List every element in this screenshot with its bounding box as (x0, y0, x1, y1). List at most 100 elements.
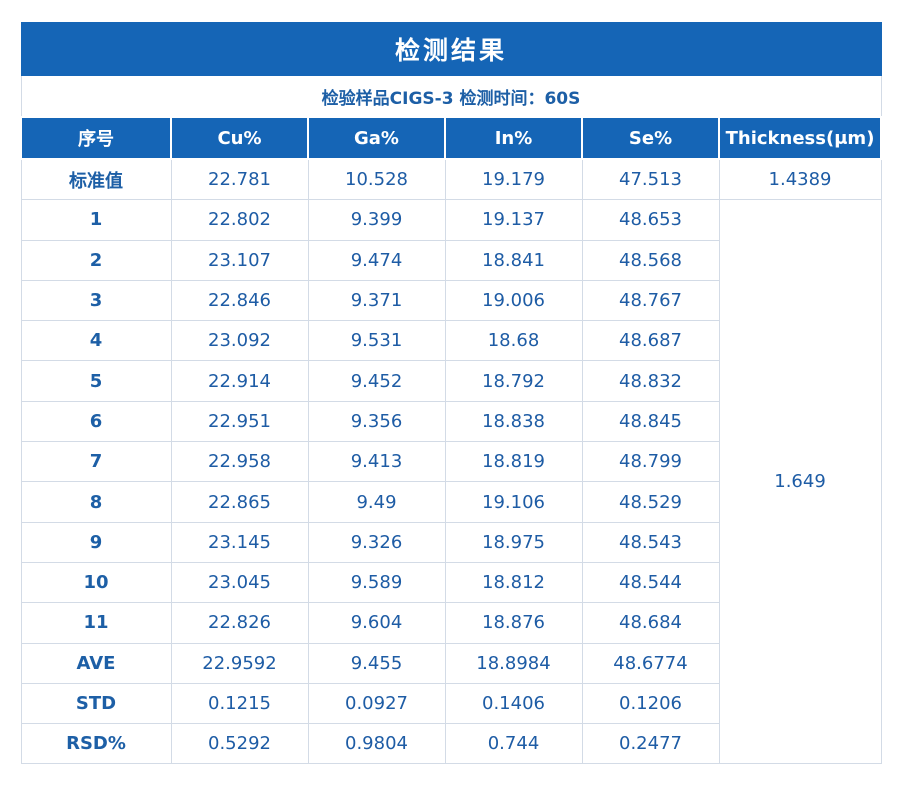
cell-ga: 9.589 (307, 561, 446, 604)
cell-cu: 23.107 (170, 239, 309, 281)
standard-thickness: 1.4389 (718, 158, 882, 201)
cell-se: 48.845 (581, 400, 720, 443)
cell-ga: 9.455 (307, 642, 446, 684)
cell-label: 4 (20, 320, 172, 362)
cell-ga: 9.474 (307, 239, 446, 281)
cell-cu: 22.958 (170, 441, 309, 483)
table-row: 11 22.826 9.604 18.876 48.684 (20, 602, 881, 644)
cell-se: 0.1206 (581, 682, 720, 725)
cell-cu: 0.1215 (170, 682, 309, 725)
cell-ga: 9.604 (307, 602, 446, 644)
cell-cu: 22.865 (170, 481, 309, 523)
cell-label: 10 (20, 561, 172, 604)
cell-ga: 9.413 (307, 441, 446, 483)
column-header-thickness: Thickness(μm) (717, 116, 883, 160)
table-row: 4 23.092 9.531 18.68 48.687 (20, 320, 881, 362)
cell-se: 48.687 (581, 320, 720, 362)
cell-se: 48.529 (581, 481, 720, 523)
table-row: 1 22.802 9.399 19.137 48.653 1.649 (20, 199, 882, 765)
cell-label: AVE (20, 642, 172, 684)
table-row: 10 23.045 9.589 18.812 48.544 (20, 561, 881, 604)
cell-ga: 9.452 (307, 360, 446, 402)
cell-cu: 22.826 (170, 602, 309, 644)
measurement-rows: 1 22.802 9.399 19.137 48.653 1.649 2 23.107 9.47… (20, 199, 882, 765)
cell-ga: 9.399 (307, 199, 446, 241)
cell-in: 18.812 (444, 561, 583, 604)
cell-se: 48.568 (581, 239, 720, 281)
cell-in: 18.819 (444, 441, 583, 483)
cell-in: 0.744 (444, 723, 583, 765)
table-row: 3 22.846 9.371 19.006 48.767 (20, 279, 881, 322)
cell-cu: 22.951 (170, 400, 309, 443)
standard-ga: 10.528 (307, 158, 446, 201)
cell-label: 1 (20, 199, 172, 241)
cell-se: 48.543 (581, 521, 720, 563)
cell-ga: 9.326 (307, 521, 446, 563)
standard-cu: 22.781 (170, 158, 309, 201)
table-row: 7 22.958 9.413 18.819 48.799 (20, 441, 881, 483)
measured-thickness: 1.649 (718, 199, 882, 765)
standard-se: 47.513 (581, 158, 720, 201)
cell-ga: 9.356 (307, 400, 446, 443)
cell-cu: 0.5292 (170, 723, 309, 765)
cell-label: RSD% (20, 723, 172, 765)
cell-cu: 22.846 (170, 279, 309, 322)
cell-in: 18.876 (444, 602, 583, 644)
cell-in: 18.841 (444, 239, 583, 281)
results-table-container: 检测结果 检验样品CIGS-3 检测时间：60S 序号 Cu% Ga% In% … (20, 22, 883, 765)
cell-label: 11 (20, 602, 172, 644)
cell-ga: 9.531 (307, 320, 446, 362)
cell-ga: 9.371 (307, 279, 446, 322)
cell-cu: 23.045 (170, 561, 309, 604)
cell-label: 7 (20, 441, 172, 483)
column-header-index: 序号 (20, 116, 172, 160)
cell-in: 19.137 (444, 199, 583, 241)
table-row: 5 22.914 9.452 18.792 48.832 (20, 360, 881, 402)
column-header-cu: Cu% (170, 116, 309, 160)
standard-in: 19.179 (444, 158, 583, 201)
cell-cu: 23.145 (170, 521, 309, 563)
cell-cu: 22.802 (170, 199, 309, 241)
table-row: 2 23.107 9.474 18.841 48.568 (20, 239, 881, 281)
cell-label: 3 (20, 279, 172, 322)
standard-label: 标准值 (20, 158, 172, 201)
cell-in: 19.106 (444, 481, 583, 523)
cell-in: 18.975 (444, 521, 583, 563)
table-row: AVE 22.9592 9.455 18.8984 48.6774 (20, 642, 881, 684)
cell-in: 19.006 (444, 279, 583, 322)
cell-in: 0.1406 (444, 682, 583, 725)
cell-ga: 0.9804 (307, 723, 446, 765)
cell-in: 18.8984 (444, 642, 583, 684)
cell-cu: 22.9592 (170, 642, 309, 684)
column-header-in: In% (444, 116, 583, 160)
cell-ga: 0.0927 (307, 682, 446, 725)
cell-label: 5 (20, 360, 172, 402)
table-row: STD 0.1215 0.0927 0.1406 0.1206 (20, 682, 881, 725)
cell-label: 6 (20, 400, 172, 443)
cell-label: 2 (20, 239, 172, 281)
cell-se: 48.6774 (581, 642, 720, 684)
cell-label: STD (20, 682, 172, 725)
cell-label: 8 (20, 481, 172, 523)
cell-in: 18.792 (444, 360, 583, 402)
cell-se: 48.544 (581, 561, 720, 604)
cell-cu: 23.092 (170, 320, 309, 362)
table-row: RSD% 0.5292 0.9804 0.744 0.2477 (20, 723, 881, 765)
results-table: 检测结果 检验样品CIGS-3 检测时间：60S 序号 Cu% Ga% In% … (20, 22, 883, 765)
column-header-se: Se% (581, 116, 720, 160)
cell-label: 9 (20, 521, 172, 563)
table-row: 6 22.951 9.356 18.838 48.845 (20, 400, 881, 443)
cell-cu: 22.914 (170, 360, 309, 402)
cell-se: 48.684 (581, 602, 720, 644)
cell-se: 48.832 (581, 360, 720, 402)
cell-in: 18.68 (444, 320, 583, 362)
cell-in: 18.838 (444, 400, 583, 443)
column-header-ga: Ga% (307, 116, 446, 160)
page-title: 检测结果 (20, 22, 882, 76)
sample-info: 检验样品CIGS-3 检测时间：60S (20, 75, 882, 118)
cell-se: 48.767 (581, 279, 720, 322)
cell-se: 48.799 (581, 441, 720, 483)
cell-se: 0.2477 (581, 723, 720, 765)
cell-se: 48.653 (581, 199, 720, 241)
standard-row: 标准值 22.781 10.528 19.179 47.513 1.4389 (20, 158, 882, 201)
